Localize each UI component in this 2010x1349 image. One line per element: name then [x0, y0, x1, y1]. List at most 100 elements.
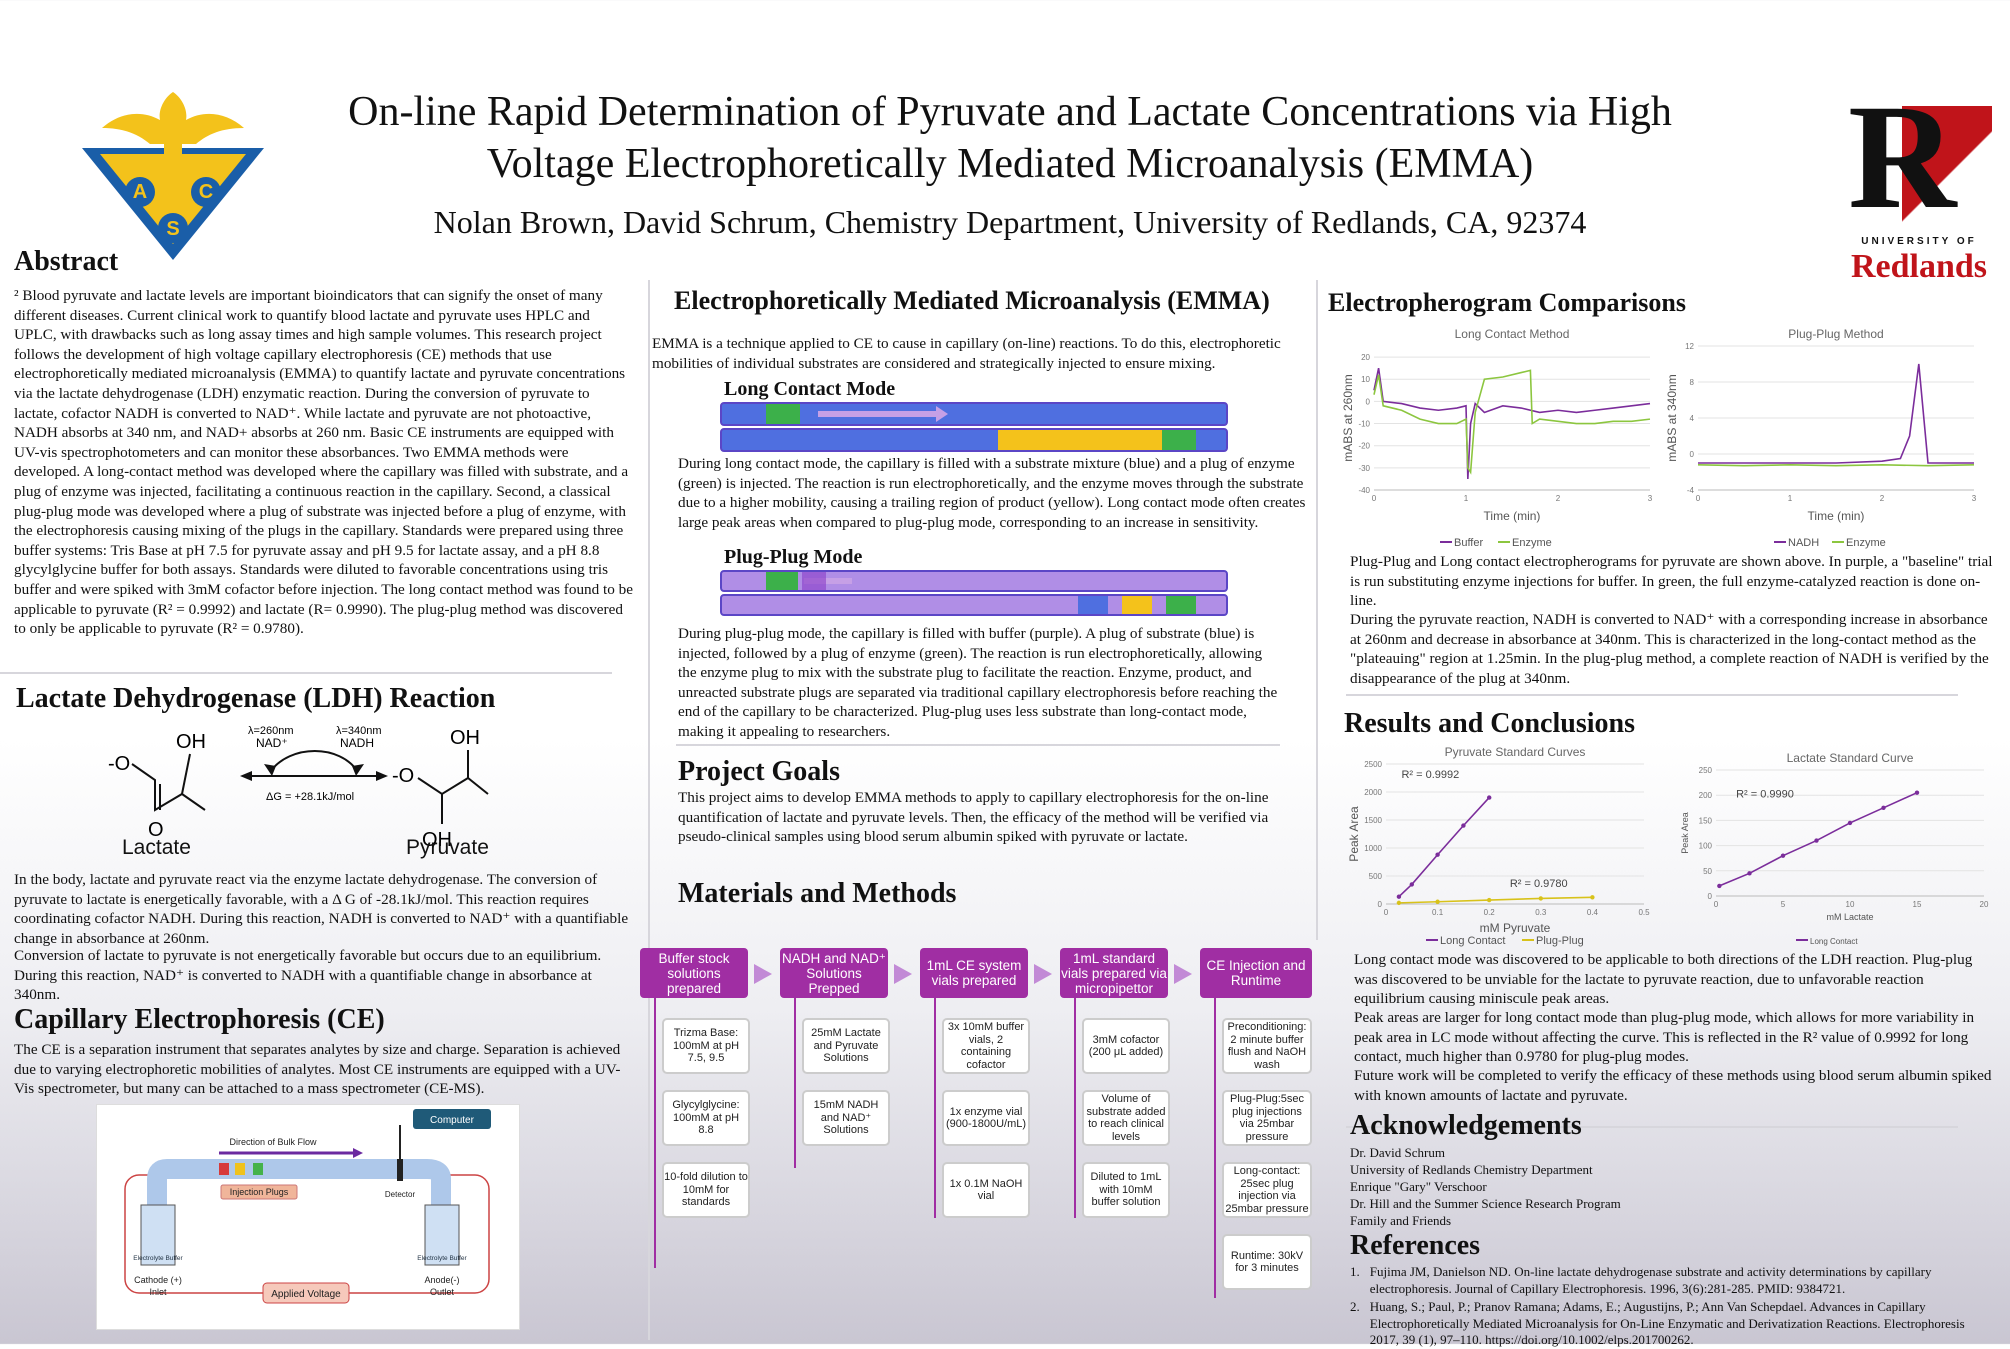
enzyme-plug-green [766, 404, 800, 424]
ldh-text-1: In the body, lactate and pyruvate react … [14, 871, 629, 947]
title-line-2: Voltage Electrophoretically Mediated Mic… [486, 141, 1534, 187]
data-point [1590, 895, 1595, 900]
flow-box-5-3: Long-contact: 25sec plug injection via 2… [1222, 1162, 1312, 1218]
flow-box-5-2: Plug-Plug:5sec plug injections via 25mba… [1222, 1090, 1312, 1146]
plug-red [219, 1163, 229, 1175]
y-axis-label: mABS at 260nm [1341, 374, 1355, 461]
long-contact-capillary-2 [720, 428, 1228, 452]
flow-box-5-1: Preconditioning: 2 minute buffer flush a… [1222, 1018, 1312, 1074]
flow-arrow-1 [754, 964, 772, 984]
legend-label: Plug-Plug [1536, 935, 1584, 947]
refs-heading: References [1350, 1230, 1481, 1261]
x-tick-label: 10 [1846, 900, 1855, 909]
emma-heading: Electrophoretically Mediated Microanalys… [674, 286, 1270, 315]
flow-box-3-3: 1x 0.1M NaOH vial [942, 1162, 1030, 1218]
y-tick-label: 20 [1361, 353, 1370, 362]
y-tick-label: 150 [1699, 816, 1713, 825]
flow-box-1-1: Trizma Base: 100mM at pH 7.5, 9.5 [662, 1018, 750, 1074]
bulk-flow-label: Direction of Bulk Flow [229, 1137, 317, 1147]
title-line-1: On-line Rapid Determination of Pyruvate … [348, 89, 1672, 135]
authors: Nolan Brown, David Schrum, Chemistry Dep… [433, 204, 1587, 240]
y-tick-label: 100 [1699, 842, 1713, 851]
x-tick-label: 5 [1781, 900, 1786, 909]
separated-plug-green [1166, 596, 1196, 614]
y-tick-label: 0 [1690, 450, 1695, 459]
ce-instrument-diagram: Computer Direction of Bulk Flow Injectio… [96, 1104, 520, 1330]
flow-arrow-3 [1034, 964, 1052, 984]
series-line-plug-plug [1398, 896, 1593, 904]
computer-box [413, 1109, 491, 1129]
electropherogram-text-1: Plug-Plug and Long contact electropherog… [1350, 553, 1993, 610]
enzyme-plug-green-2 [1162, 430, 1196, 450]
x-tick-label: 0 [1696, 494, 1701, 503]
buffer-left-label: Electrolyte Buffer [133, 1255, 183, 1262]
data-point [1538, 896, 1543, 901]
poster-title: On-line Rapid Determination of Pyruvate … [300, 86, 1720, 190]
y-tick-label: -10 [1358, 420, 1370, 429]
middle-divider-1 [676, 744, 1280, 746]
long-contact-capillary-1 [720, 402, 1228, 426]
x-tick-label: 3 [1648, 494, 1653, 503]
data-point [1914, 790, 1920, 795]
legend-label: Long Contact [1440, 935, 1505, 947]
flow-box-4-2: Volume of substrate added to reach clini… [1082, 1090, 1170, 1146]
ce-heading: Capillary Electrophoresis (CE) [14, 1004, 385, 1035]
results-text-3: Future work will be completed to verify … [1354, 1067, 1992, 1104]
series-line-enzyme [1697, 463, 1975, 467]
series-line-enzyme [1373, 369, 1651, 475]
plug-plug-title: Plug-Plug Mode [724, 546, 863, 568]
x-tick-label: 0.2 [1484, 908, 1496, 917]
data-point [1461, 823, 1466, 828]
r-squared-annotation: R² = 0.9780 [1510, 878, 1568, 890]
computer-label: Computer [430, 1115, 475, 1126]
acs-logo: A C S [80, 88, 266, 264]
ldh-reaction-scheme: OH -O O λ=260nm NAD⁺ λ=340nm NADH ΔG = +… [108, 725, 489, 851]
divider-left-middle [648, 280, 650, 1340]
right-divider-2 [1346, 1126, 1958, 1128]
acs-letter-s: S [166, 218, 179, 240]
divider-middle-right [1316, 280, 1318, 940]
pyruvate-skeleton [417, 776, 489, 796]
lambda-340: λ=340nm [336, 725, 382, 737]
ref-num-2: 2. [1350, 1299, 1360, 1314]
right-divider-1 [1346, 694, 1958, 696]
anode-label: Anode(-) [424, 1275, 459, 1285]
outlet-label: Outlet [430, 1287, 455, 1297]
x-axis-label: mM Lactate [1826, 912, 1873, 922]
ack-line-3: Enrique "Gary" Verschoor [1350, 1179, 1487, 1194]
series-line-nadh [1698, 363, 1974, 464]
data-point [1847, 820, 1853, 826]
plug-plug-text: During plug-plug mode, the capillary is … [678, 625, 1278, 740]
flow-box-3-2: 1x enzyme vial (900-1800U/mL) [942, 1090, 1030, 1146]
results-text-2: Peak areas are larger for long contact m… [1354, 1009, 1975, 1066]
data-point [1717, 883, 1722, 889]
legend-label: Enzyme [1512, 537, 1552, 549]
x-tick-label: 0.4 [1587, 908, 1599, 917]
redlands-logo: R UNIVERSITY OF Redlands [1846, 82, 1992, 285]
delta-g-label: ΔG = +28.1kJ/mol [266, 791, 354, 803]
data-point [1814, 838, 1819, 843]
series-line-long-contact [1398, 797, 1490, 898]
flow-box-1-3: 10-fold dilution to 10mM for standards [662, 1162, 750, 1218]
chart-lactate-standards: Lactate Standard Curve 0 50 100 150 200 250 0 5 1… [1680, 751, 1989, 946]
cathode-label: Cathode (+) [134, 1275, 182, 1285]
applied-voltage-box [262, 1282, 350, 1304]
x-tick-label: 0 [1714, 900, 1719, 909]
electropherogram-heading: Electropherogram Comparisons [1328, 288, 1686, 317]
acs-letter-c: C [199, 181, 213, 203]
y-tick-label: 1500 [1364, 816, 1382, 825]
y-axis-label: Peak Area [1680, 812, 1690, 854]
x-tick-label: 20 [1980, 900, 1989, 909]
separated-plug-blue [1078, 596, 1108, 614]
y-tick-label: 1000 [1364, 844, 1382, 853]
lactate-o: O [148, 819, 164, 841]
series-line-buffer [1373, 367, 1651, 479]
y-tick-label: 8 [1690, 378, 1695, 387]
flow-head-2: NADH and NAD⁺ Solutions Prepped [780, 948, 888, 998]
pyruvate-label: Pyruvate [406, 836, 489, 859]
y-tick-label: 2500 [1364, 760, 1382, 769]
y-axis-label: mABS at 340nm [1665, 374, 1679, 461]
plug-plug-capillary-2 [720, 594, 1228, 616]
buffer-right-label: Electrolyte Buffer [417, 1255, 467, 1262]
y-tick-label: 12 [1685, 342, 1694, 351]
